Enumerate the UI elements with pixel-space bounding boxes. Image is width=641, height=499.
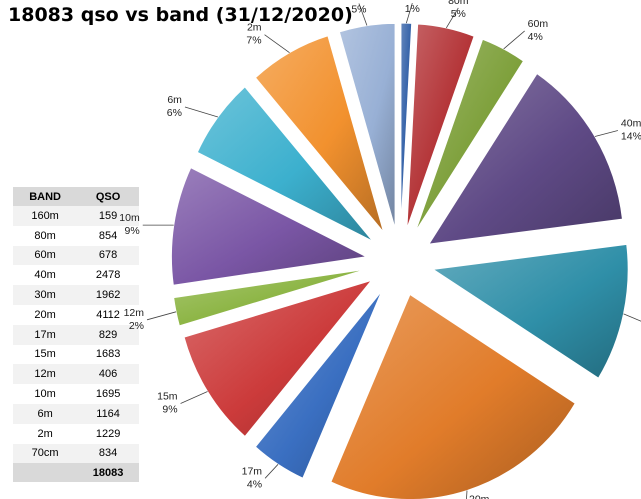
label-leader-line xyxy=(594,130,619,137)
qso-cell: 854 xyxy=(77,225,139,246)
slice-label-band: 17m xyxy=(242,465,263,477)
label-leader-line xyxy=(146,311,177,321)
pie-slice-17m xyxy=(254,290,383,479)
label-leader-line xyxy=(466,490,468,499)
band-cell: 2m xyxy=(13,423,78,444)
table-row: 20m 4112 xyxy=(13,304,139,325)
table-row: 2m 1229 xyxy=(13,423,139,444)
band-cell: 6m xyxy=(13,403,78,424)
band-cell: 15m xyxy=(13,344,78,365)
qso-cell: 406 xyxy=(77,364,139,385)
qso-band-table: BAND QSO 160m 159 80m 854 60m 678 40m 2478 30m 19… xyxy=(13,187,139,483)
qso-cell: 1695 xyxy=(77,384,139,404)
pie-slice-20m xyxy=(330,293,576,499)
slice-label-band: 60m xyxy=(528,18,549,30)
qso-cell: 1962 xyxy=(77,285,139,305)
slice-label-percent: 2% xyxy=(129,320,144,332)
qso-cell: 2478 xyxy=(77,265,139,286)
label-leader-line xyxy=(264,464,279,479)
slice-label-percent: 7% xyxy=(246,35,261,47)
table-total-row: 18083 xyxy=(13,463,139,483)
label-leader-line xyxy=(405,2,413,24)
qso-cell: 159 xyxy=(77,206,139,226)
qso-cell: 4112 xyxy=(77,304,139,325)
band-cell: 30m xyxy=(13,285,78,305)
table-row: 40m 2478 xyxy=(13,265,139,286)
table-row: 6m 1164 xyxy=(13,403,139,424)
band-cell: 12m xyxy=(13,364,78,385)
band-cell: 20m xyxy=(13,304,78,325)
pie-slice-40m xyxy=(427,72,624,245)
table-row: 17m 829 xyxy=(13,324,139,345)
table-row: 15m 1683 xyxy=(13,344,139,365)
qso-cell: 1164 xyxy=(77,403,139,424)
table-row: 160m 159 xyxy=(13,206,139,226)
slice-label-percent: 14% xyxy=(621,131,641,143)
slice-label-band: 40m xyxy=(621,118,641,130)
pie-slice-70cm xyxy=(338,22,396,229)
band-cell: 160m xyxy=(13,206,78,226)
band-cell: 10m xyxy=(13,384,78,404)
chart-title: 18083 qso vs band (31/12/2020) xyxy=(8,4,353,26)
slice-label-band: 160m xyxy=(399,0,426,2)
slice-label-percent: 6% xyxy=(167,107,182,119)
table-row: 70cm 834 xyxy=(13,443,139,464)
slice-label-band: 70cm xyxy=(346,0,372,3)
qso-cell: 1229 xyxy=(77,423,139,444)
slice-label-band: 15m xyxy=(157,391,178,403)
slice-label-percent: 5% xyxy=(451,8,466,20)
label-leader-line xyxy=(358,3,368,26)
slice-label-band: 10m xyxy=(119,212,140,224)
band-cell: 40m xyxy=(13,265,78,286)
slice-label-band: 12m xyxy=(124,307,145,319)
slice-label-percent: 9% xyxy=(125,225,140,237)
pie-slice-60m xyxy=(414,38,525,232)
label-leader-line xyxy=(184,106,219,118)
table-header-row: BAND QSO xyxy=(13,187,139,206)
slice-label-percent: 9% xyxy=(162,404,177,416)
band-cell: 60m xyxy=(13,245,78,266)
slice-label-band: 80m xyxy=(448,0,469,7)
table-row: 80m 854 xyxy=(13,225,139,246)
table-row: 12m 406 xyxy=(13,364,139,385)
qso-cell: 829 xyxy=(77,324,139,345)
slice-label-percent: 5% xyxy=(351,4,366,16)
qso-cell: 834 xyxy=(77,443,139,464)
slice-label-percent: 4% xyxy=(528,31,543,43)
table-row: 30m 1962 xyxy=(13,285,139,305)
slice-label-percent: 1% xyxy=(405,3,420,15)
pie-slice-10m xyxy=(170,166,369,286)
total-label-cell xyxy=(13,463,78,483)
band-cell: 17m xyxy=(13,324,78,345)
band-cell: 80m xyxy=(13,225,78,246)
slice-label-band: 20m xyxy=(469,494,490,499)
header-band: BAND xyxy=(13,187,78,206)
header-qso: QSO xyxy=(77,187,139,206)
table-row: 60m 678 xyxy=(13,245,139,266)
pie-slice-15m xyxy=(183,279,373,438)
slice-label-band: 6m xyxy=(167,94,182,106)
slice-label-band: 2m xyxy=(247,22,262,34)
qso-cell: 1683 xyxy=(77,344,139,365)
label-leader-line xyxy=(180,391,208,404)
label-leader-line xyxy=(264,34,290,53)
label-leader-line xyxy=(623,313,641,322)
band-cell: 70cm xyxy=(13,443,78,464)
table-row: 10m 1695 xyxy=(13,384,139,404)
slice-label-percent: 4% xyxy=(247,478,262,490)
table-body: 160m 159 80m 854 60m 678 40m 2478 30m 1962 20m 4112… xyxy=(13,206,139,464)
total-qso-cell: 18083 xyxy=(77,463,139,483)
pie-slice-6m xyxy=(196,86,374,242)
qso-cell: 678 xyxy=(77,245,139,266)
label-leader-line xyxy=(445,7,459,29)
label-leader-line xyxy=(503,30,525,50)
